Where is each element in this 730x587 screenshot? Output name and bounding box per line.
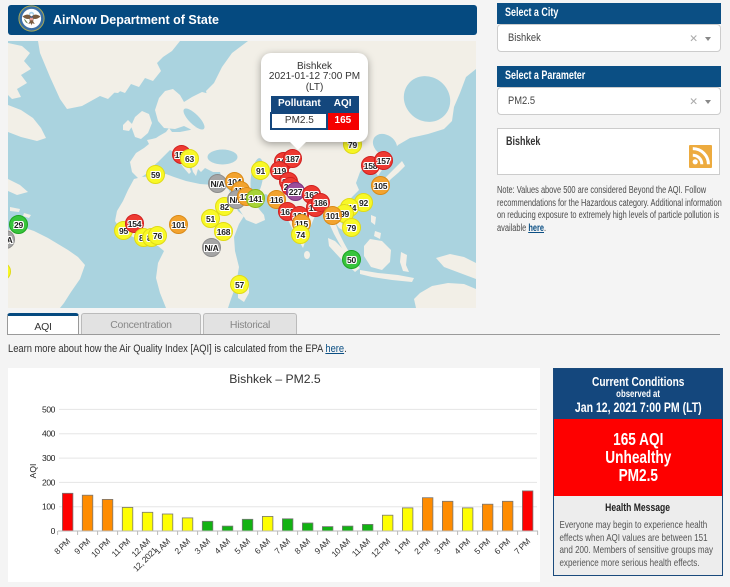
svg-text:500: 500 xyxy=(42,404,56,414)
svg-text:Bishkek – PM2.5: Bishkek – PM2.5 xyxy=(229,372,321,386)
svg-text:100: 100 xyxy=(42,502,56,512)
svg-text:7 PM: 7 PM xyxy=(512,536,532,556)
svg-text:200: 200 xyxy=(42,477,56,487)
svg-text:5 AM: 5 AM xyxy=(232,536,252,556)
svg-text:7 AM: 7 AM xyxy=(272,536,292,556)
svg-text:4 PM: 4 PM xyxy=(452,536,472,556)
svg-text:6 AM: 6 AM xyxy=(252,536,272,556)
svg-text:2 AM: 2 AM xyxy=(172,536,192,556)
svg-text:3 AM: 3 AM xyxy=(192,536,212,556)
svg-text:0: 0 xyxy=(51,526,56,536)
svg-text:300: 300 xyxy=(42,453,56,463)
svg-text:6 PM: 6 PM xyxy=(492,536,512,556)
svg-text:12 PM: 12 PM xyxy=(369,536,392,559)
svg-text:11 AM: 11 AM xyxy=(350,536,372,558)
svg-text:10 AM: 10 AM xyxy=(329,536,352,559)
svg-text:1 AM: 1 AM xyxy=(152,536,172,556)
svg-text:3 PM: 3 PM xyxy=(432,536,452,556)
svg-text:8 AM: 8 AM xyxy=(292,536,312,556)
svg-text:2 PM: 2 PM xyxy=(412,536,432,556)
svg-text:AQI: AQI xyxy=(28,464,38,479)
svg-text:8 PM: 8 PM xyxy=(52,536,72,556)
svg-text:10 PM: 10 PM xyxy=(89,536,112,559)
svg-text:5 PM: 5 PM xyxy=(472,536,492,556)
svg-text:400: 400 xyxy=(42,429,56,439)
svg-text:1 PM: 1 PM xyxy=(392,536,412,556)
svg-text:11 PM: 11 PM xyxy=(109,536,132,559)
svg-text:4 AM: 4 AM xyxy=(212,536,232,556)
